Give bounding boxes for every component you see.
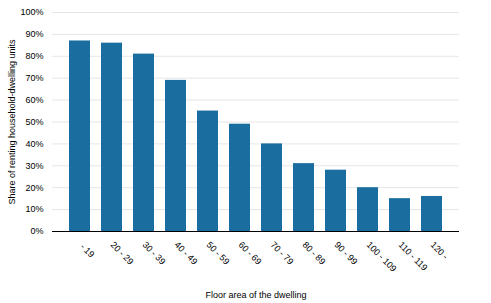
svg-text:- 19: - 19 xyxy=(77,240,97,260)
svg-text:Share of renting household-dwe: Share of renting household-dwelling unit… xyxy=(7,39,17,205)
svg-text:80 - 89: 80 - 89 xyxy=(301,240,328,267)
svg-text:100 - 109: 100 - 109 xyxy=(365,240,399,274)
svg-text:30%: 30% xyxy=(25,161,43,171)
svg-text:30 - 39: 30 - 39 xyxy=(141,240,168,267)
svg-text:80%: 80% xyxy=(25,51,43,61)
svg-text:10%: 10% xyxy=(25,204,43,214)
svg-text:20%: 20% xyxy=(25,183,43,193)
svg-text:0%: 0% xyxy=(30,226,43,236)
svg-text:50%: 50% xyxy=(25,117,43,127)
svg-text:70 - 79: 70 - 79 xyxy=(269,240,296,267)
svg-text:40%: 40% xyxy=(25,139,43,149)
svg-text:60 - 69: 60 - 69 xyxy=(237,240,264,267)
svg-text:60%: 60% xyxy=(25,95,43,105)
svg-text:110 - 119: 110 - 119 xyxy=(397,240,430,273)
svg-text:50 - 59: 50 - 59 xyxy=(205,240,232,267)
svg-text:Floor area of the dwelling: Floor area of the dwelling xyxy=(205,290,306,300)
svg-text:40 - 49: 40 - 49 xyxy=(173,240,200,267)
svg-text:90 - 99: 90 - 99 xyxy=(333,240,360,267)
svg-text:120 -: 120 - xyxy=(429,240,452,263)
svg-text:90%: 90% xyxy=(25,29,43,39)
svg-text:100%: 100% xyxy=(20,7,43,17)
svg-text:20 - 29: 20 - 29 xyxy=(109,240,136,267)
svg-text:70%: 70% xyxy=(25,73,43,83)
